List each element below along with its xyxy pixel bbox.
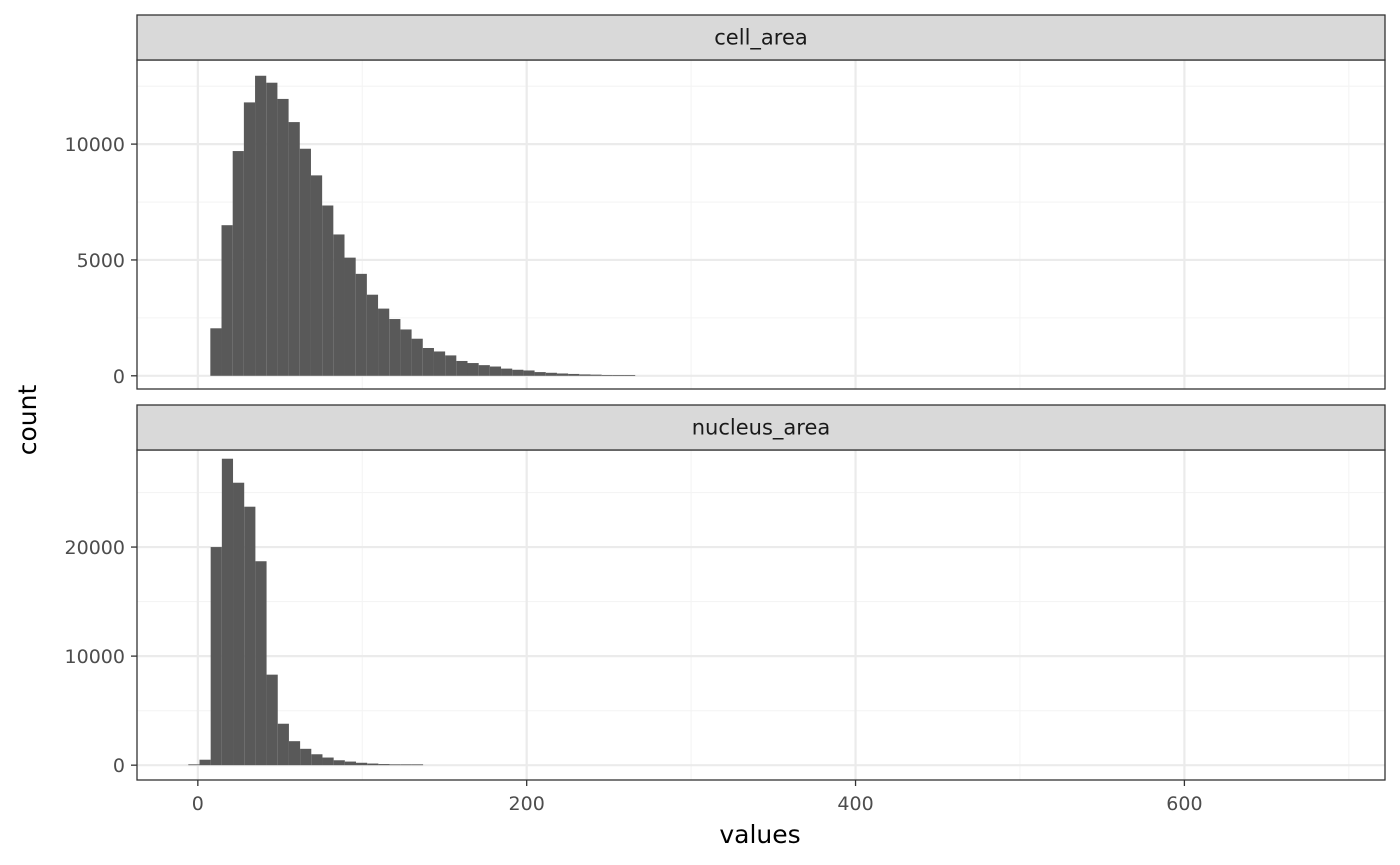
histogram-bars-cell_area [210,75,636,376]
histogram-bar [433,351,446,376]
histogram-bar [344,257,356,376]
histogram-bar [333,234,345,376]
x-axis-tick-label: 600 [1166,793,1202,815]
histogram-bar [233,482,245,766]
histogram-bar [624,374,636,376]
histogram-bar [523,370,535,376]
histogram-bar [445,355,457,376]
histogram-bar [221,225,233,376]
y-axis-tick-label: 0 [113,755,125,777]
facet-panels: cell_area 0 5000 10000 nucleus_area 0 10000 200… [65,14,1386,781]
histogram-bar [389,764,401,766]
histogram-bar [590,374,602,376]
histogram-bar [266,674,278,766]
histogram-bar [333,760,345,766]
histogram-bar [344,761,357,766]
histogram-bar [556,373,569,376]
histogram-bar [288,741,301,766]
panel-background [137,450,1385,780]
facet-strip [136,14,1386,61]
facet-strip-label: nucleus_area [692,416,831,441]
histogram-bar [244,506,256,766]
histogram-bar [422,347,434,376]
y-axis-tick-label: 10000 [65,134,125,156]
histogram-bar [210,328,222,376]
histogram-bar [478,365,490,376]
x-axis-tick-label: 200 [509,793,545,815]
y-axis-tick-label: 0 [113,366,125,388]
histogram-bar [277,98,289,376]
x-axis-tick-label: 400 [837,793,873,815]
histogram-bar [366,294,379,376]
histogram-bar [210,547,222,766]
histogram-bar [322,757,334,766]
histogram-bar [277,723,289,766]
histogram-bar [311,754,323,766]
histogram-bar [255,561,267,766]
histogram-bar [310,175,323,376]
histogram-bar [489,366,502,376]
histogram-bar [378,308,390,376]
histogram-bar [232,151,244,376]
histogram-bar [579,374,591,376]
histogram-bar [568,373,580,376]
histogram-bar [456,360,468,376]
histogram-bar [322,205,334,376]
y-axis-title: count [13,385,42,456]
histogram-bar [400,764,412,766]
histogram-bar [467,363,479,376]
histogram-bar [243,102,256,376]
histogram-bar [501,368,513,376]
histogram-bars-nucleus_area [188,458,424,766]
histogram-bar [356,762,368,766]
y-axis-tick-label: 20000 [65,537,125,559]
x-axis-title: values [719,820,800,849]
histogram-bar [378,764,390,766]
y-axis-tick-label: 5000 [77,250,125,272]
y-axis-tick-label: 10000 [65,646,125,668]
x-axis: 0 200 400 600 [192,780,1203,815]
facet-strip [136,404,1386,451]
facet-panel-nucleus_area: nucleus_area 0 10000 20000 [65,404,1386,781]
histogram-bar [299,148,311,376]
histogram-bar [300,748,312,766]
facet-panel-cell_area: cell_area 0 5000 10000 [65,14,1386,390]
histogram-bar [221,458,234,766]
histogram-bar [389,319,401,376]
histogram-bar [612,374,625,376]
histogram-bar [601,374,613,376]
histogram-bar [255,75,267,376]
histogram-bar [545,372,557,376]
histogram-bar [199,759,211,766]
histogram-bar [266,82,278,376]
histogram-bar [367,763,379,766]
facet-strip-label: cell_area [714,26,807,51]
histogram-bar [355,273,367,376]
histogram-bar [411,764,424,766]
histogram-bar [411,338,423,376]
histogram-bar [400,329,412,376]
histogram-bar [512,369,524,376]
x-axis-tick-label: 0 [192,793,204,815]
histogram-bar [534,372,546,376]
histogram-bar [188,764,200,766]
histogram-bar [288,122,300,376]
